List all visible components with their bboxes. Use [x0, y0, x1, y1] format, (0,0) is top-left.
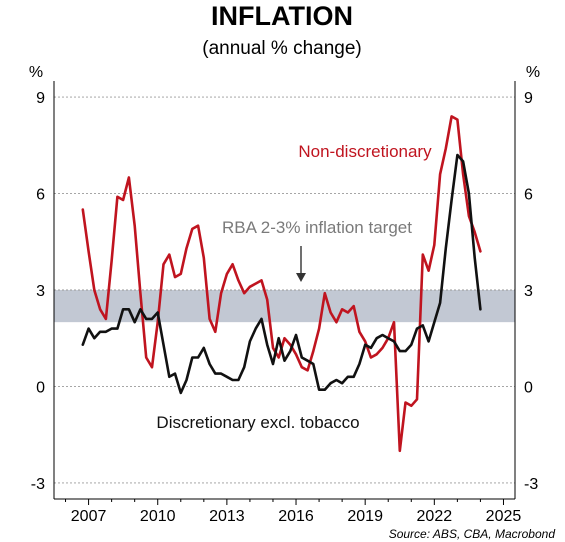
target-band — [54, 290, 515, 323]
y-tick-label-left--3: -3 — [31, 476, 45, 493]
series-label-discretionary: Discretionary excl. tobacco — [156, 413, 359, 432]
chart-title: INFLATION — [211, 1, 353, 31]
x-tick-label-2007: 2007 — [71, 508, 107, 525]
y-tick-label-left-6: 6 — [36, 187, 45, 204]
y-tick-label-left-0: 0 — [36, 379, 45, 396]
y-unit-label-right: % — [526, 64, 540, 81]
y-tick-label-right--3: -3 — [524, 476, 538, 493]
x-tick-label-2025: 2025 — [486, 508, 522, 525]
target-band-arrow-head — [296, 273, 306, 282]
x-tick-label-2010: 2010 — [140, 508, 176, 525]
x-tick-label-2022: 2022 — [417, 508, 453, 525]
x-tick-label-2013: 2013 — [209, 508, 245, 525]
y-unit-label-left: % — [29, 64, 43, 81]
y-tick-label-left-9: 9 — [36, 90, 45, 107]
y-tick-label-right-0: 0 — [524, 379, 533, 396]
y-tick-label-right-3: 3 — [524, 283, 533, 300]
y-tick-label-left-3: 3 — [36, 283, 45, 300]
y-tick-label-right-6: 6 — [524, 187, 533, 204]
series-line-discretionary — [81, 153, 482, 395]
target-band-label: RBA 2-3% inflation target — [222, 218, 412, 237]
x-tick-label-2016: 2016 — [278, 508, 314, 525]
series-line-non-discretionary — [81, 115, 482, 453]
x-tick-label-2019: 2019 — [347, 508, 383, 525]
source-note: Source: ABS, CBA, Macrobond — [389, 527, 556, 541]
chart-subtitle: (annual % change) — [202, 38, 362, 59]
series-label-non-discretionary: Non-discretionary — [298, 142, 432, 161]
y-tick-label-right-9: 9 — [524, 90, 533, 107]
